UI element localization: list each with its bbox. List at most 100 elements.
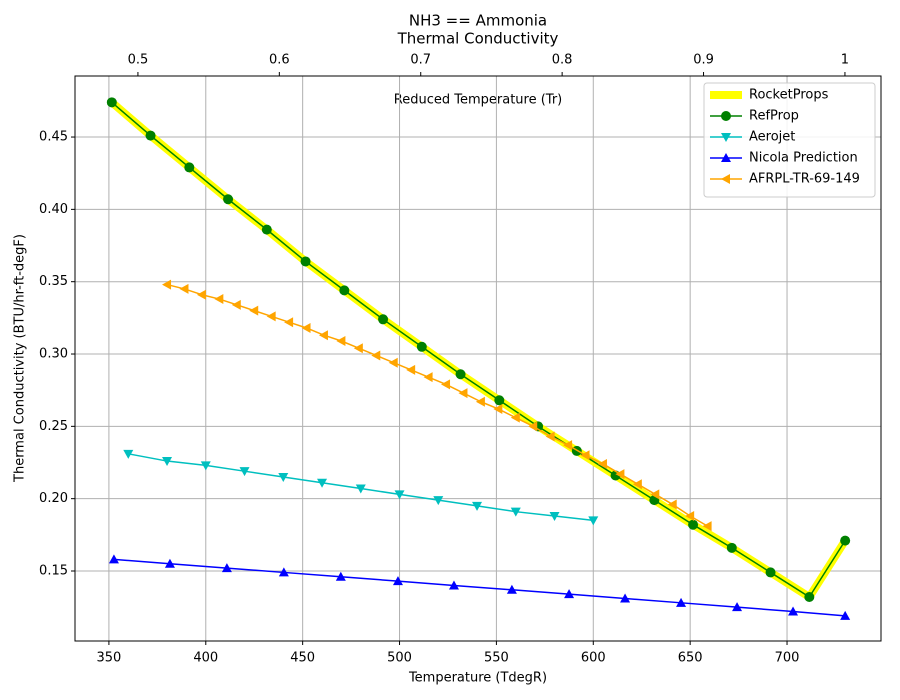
point	[650, 489, 660, 500]
point	[580, 450, 590, 461]
x-tick-label: 650	[678, 651, 703, 666]
y-tick-label: 0.25	[39, 419, 68, 434]
point	[702, 521, 712, 532]
point	[493, 403, 503, 414]
point	[433, 496, 444, 506]
point	[726, 542, 737, 553]
point	[506, 584, 517, 594]
point	[214, 294, 224, 305]
x-tick-label: 550	[484, 651, 509, 666]
chart-title: NH3 == Ammonia	[409, 12, 547, 30]
legend-label: RefProp	[749, 109, 799, 124]
point	[231, 299, 241, 310]
x2-tick-label: 0.6	[269, 53, 290, 68]
point	[597, 458, 607, 469]
point	[335, 571, 346, 581]
point	[221, 563, 232, 573]
point	[179, 283, 189, 294]
point	[318, 330, 328, 341]
point	[732, 602, 743, 612]
x2-tick-label: 0.8	[552, 53, 573, 68]
point	[123, 449, 134, 459]
point	[278, 472, 289, 482]
y-tick-label: 0.20	[39, 491, 68, 506]
point	[564, 589, 575, 599]
point	[196, 289, 206, 300]
point	[261, 224, 272, 235]
point	[355, 484, 366, 494]
point	[475, 396, 485, 407]
point	[200, 461, 211, 471]
y-axis-label: Thermal Conductivity (BTU/hr-ft-degF)	[13, 234, 28, 483]
x2-tick-label: 1	[841, 53, 849, 68]
point	[416, 341, 427, 352]
point	[336, 335, 346, 346]
point	[721, 153, 731, 162]
point	[278, 567, 289, 577]
legend-label: RocketProps	[749, 88, 829, 103]
series-line	[113, 558, 846, 617]
point	[620, 593, 631, 603]
point	[688, 519, 699, 530]
axes-frame	[74, 75, 882, 642]
legend-label: AFRPL-TR-69-149	[749, 172, 860, 187]
point	[510, 412, 520, 423]
point	[162, 457, 173, 467]
point	[300, 256, 311, 267]
legend: RocketProps RefProp Aerojet Nicola Predicti…	[703, 82, 876, 198]
point	[423, 372, 433, 383]
point	[472, 501, 483, 511]
point	[317, 478, 328, 488]
chart-subtitle: Thermal Conductivity	[397, 30, 559, 48]
x2-tick-label: 0.9	[693, 53, 714, 68]
point	[840, 535, 851, 546]
point	[765, 567, 776, 578]
point	[353, 343, 363, 354]
point	[563, 440, 573, 451]
point	[667, 499, 677, 510]
point	[494, 395, 505, 406]
point	[458, 388, 468, 399]
point	[588, 516, 599, 526]
legend-label: Aerojet	[749, 130, 795, 145]
point	[106, 97, 117, 108]
x-axis-label: Temperature (TdegR)	[408, 671, 547, 686]
point	[249, 305, 259, 316]
point	[721, 133, 731, 142]
point	[145, 130, 156, 141]
point	[266, 311, 276, 322]
y-tick-label: 0.15	[39, 563, 68, 578]
plot-area	[75, 76, 881, 641]
y-tick-label: 0.35	[39, 274, 68, 289]
point	[632, 479, 642, 490]
y-tick-label: 0.40	[39, 202, 68, 217]
point	[788, 606, 799, 616]
x-tick-label: 350	[96, 651, 121, 666]
x2-tick-label: 0.7	[410, 53, 431, 68]
point	[840, 610, 851, 620]
point	[339, 285, 350, 296]
point	[676, 597, 687, 607]
point	[510, 507, 521, 517]
point	[721, 111, 731, 121]
series-line	[111, 101, 846, 598]
point	[223, 194, 234, 205]
x-tick-label: 700	[775, 651, 800, 666]
point	[721, 174, 730, 184]
x2-axis-label: Reduced Temperature (Tr)	[394, 93, 562, 108]
point	[804, 592, 815, 603]
point	[371, 350, 381, 361]
point	[378, 314, 389, 325]
point	[549, 512, 560, 522]
point	[455, 369, 466, 380]
point	[615, 469, 625, 480]
point	[392, 576, 403, 586]
point	[406, 364, 416, 375]
point	[184, 162, 195, 173]
point	[545, 431, 555, 442]
x-tick-label: 500	[387, 651, 412, 666]
x-tick-label: 400	[193, 651, 218, 666]
point	[301, 322, 311, 333]
legend-label: Nicola Prediction	[749, 151, 858, 166]
x-tick-label: 600	[581, 651, 606, 666]
